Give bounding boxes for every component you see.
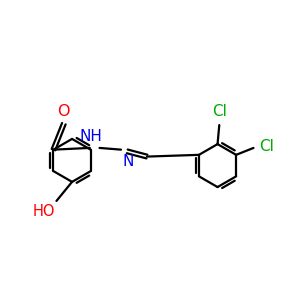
Text: Cl: Cl — [212, 104, 227, 119]
Text: N: N — [122, 154, 134, 169]
Text: NH: NH — [79, 129, 102, 144]
Text: O: O — [58, 104, 70, 119]
Text: Cl: Cl — [259, 139, 274, 154]
Text: HO: HO — [32, 204, 55, 219]
